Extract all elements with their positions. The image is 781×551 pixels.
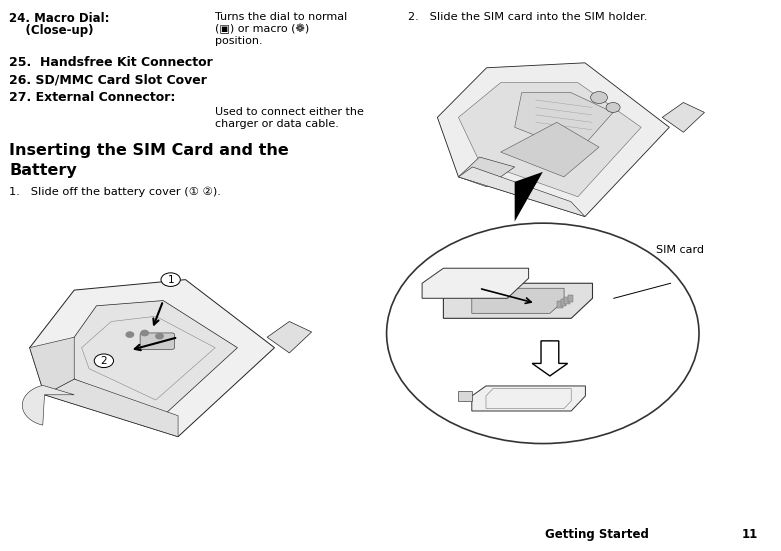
Circle shape: [387, 223, 699, 444]
Text: (▣) or macro (❁): (▣) or macro (❁): [215, 24, 309, 35]
Polygon shape: [30, 280, 275, 436]
Polygon shape: [23, 385, 74, 425]
Text: Getting Started: Getting Started: [545, 528, 649, 541]
Text: Inserting the SIM Card and the: Inserting the SIM Card and the: [9, 143, 289, 158]
Text: charger or data cable.: charger or data cable.: [215, 119, 339, 129]
Polygon shape: [267, 322, 312, 353]
Polygon shape: [501, 122, 599, 177]
Polygon shape: [422, 268, 529, 298]
Polygon shape: [458, 157, 515, 187]
Circle shape: [127, 332, 134, 337]
Bar: [564, 297, 570, 304]
Polygon shape: [437, 63, 669, 217]
Polygon shape: [662, 102, 704, 132]
Text: 25.  Handsfree Kit Connector: 25. Handsfree Kit Connector: [9, 56, 213, 69]
Polygon shape: [532, 341, 568, 376]
Circle shape: [141, 331, 148, 336]
Text: 1: 1: [167, 274, 174, 285]
Text: 27. External Connector:: 27. External Connector:: [9, 91, 176, 105]
Polygon shape: [458, 167, 585, 217]
Circle shape: [155, 333, 163, 339]
Text: 2.   Slide the SIM card into the SIM holder.: 2. Slide the SIM card into the SIM holde…: [408, 12, 647, 22]
Circle shape: [95, 354, 113, 368]
Text: Turns the dial to normal: Turns the dial to normal: [215, 12, 347, 22]
Polygon shape: [472, 288, 564, 314]
FancyBboxPatch shape: [140, 333, 174, 349]
Text: 1.   Slide off the battery cover (① ②).: 1. Slide off the battery cover (① ②).: [9, 186, 221, 197]
Polygon shape: [458, 391, 472, 401]
Circle shape: [606, 102, 620, 112]
Circle shape: [590, 91, 608, 104]
Polygon shape: [30, 337, 74, 395]
Polygon shape: [472, 386, 586, 411]
Polygon shape: [444, 283, 593, 318]
Text: Battery: Battery: [9, 163, 77, 177]
Polygon shape: [67, 301, 237, 415]
Bar: [568, 295, 573, 302]
Text: 24. Macro Dial:: 24. Macro Dial:: [9, 12, 110, 25]
Polygon shape: [458, 83, 641, 197]
Bar: [561, 299, 566, 306]
Text: 26. SD/MMC Card Slot Cover: 26. SD/MMC Card Slot Cover: [9, 74, 207, 87]
Text: SIM card: SIM card: [656, 245, 704, 255]
Text: Used to connect either the: Used to connect either the: [215, 107, 364, 117]
Bar: [557, 301, 562, 309]
Text: 2: 2: [101, 356, 107, 366]
Polygon shape: [515, 93, 613, 152]
Polygon shape: [515, 172, 543, 222]
Circle shape: [161, 273, 180, 287]
Text: 11: 11: [741, 528, 758, 541]
Text: (Close-up): (Close-up): [9, 24, 94, 37]
Text: position.: position.: [215, 36, 262, 46]
Polygon shape: [45, 379, 178, 436]
